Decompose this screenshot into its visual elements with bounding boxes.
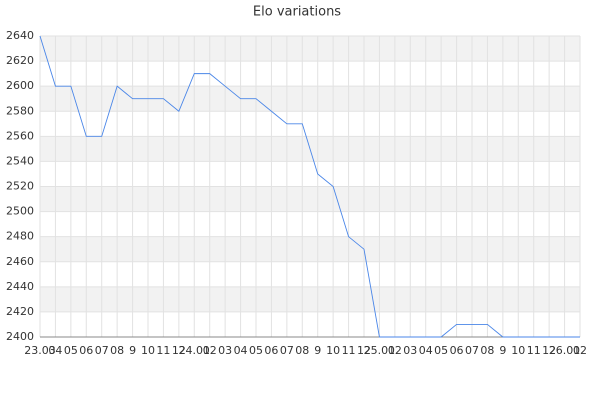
- x-tick-label: 11: [527, 344, 541, 357]
- x-tick-label: 05: [434, 344, 448, 357]
- y-tick-label: 2460: [6, 255, 34, 268]
- y-tick-label: 2580: [6, 104, 34, 117]
- x-tick-label: 9: [129, 344, 136, 357]
- band: [40, 286, 580, 312]
- x-tick-label: 07: [280, 344, 294, 357]
- x-tick-label: 12: [542, 344, 556, 357]
- y-tick-label: 2540: [6, 154, 34, 167]
- x-tick-label: 06: [264, 344, 278, 357]
- y-tick-label: 2420: [6, 305, 34, 318]
- x-tick-label: 10: [141, 344, 155, 357]
- x-tick-label: 26.01: [549, 344, 581, 357]
- x-tick-label: 05: [249, 344, 263, 357]
- x-tick-label: 9: [499, 344, 506, 357]
- x-tick-label: 10: [511, 344, 525, 357]
- x-tick-label: 02: [203, 344, 217, 357]
- x-tick-label: 10: [326, 344, 340, 357]
- x-tick-label: 11: [342, 344, 356, 357]
- x-tick-label: 06: [450, 344, 464, 357]
- y-tick-label: 2520: [6, 180, 34, 193]
- y-tick-label: 2620: [6, 54, 34, 67]
- chart-title: Elo variations: [253, 5, 341, 20]
- band: [40, 36, 580, 62]
- band: [40, 186, 580, 212]
- x-tick-label: 03: [218, 344, 232, 357]
- x-tick-label: 05: [64, 344, 78, 357]
- x-tick-label: 02: [388, 344, 402, 357]
- line-series: [39, 35, 580, 338]
- x-tick-label: 06: [79, 344, 93, 357]
- x-tick-label: 9: [314, 344, 321, 357]
- y-tick-label: 2600: [6, 79, 34, 92]
- x-tick-label: 11: [156, 344, 170, 357]
- x-tick-label: 04: [419, 344, 433, 357]
- y-tick-label: 2480: [6, 230, 34, 243]
- x-tick-label: 04: [48, 344, 62, 357]
- x-tick-label: 02: [573, 344, 587, 357]
- x-tick-label: 12: [172, 344, 186, 357]
- x-tick-label: 07: [95, 344, 109, 357]
- y-tick-label: 2500: [6, 205, 34, 218]
- x-tick-label: 07: [465, 344, 479, 357]
- x-tick-label: 08: [480, 344, 494, 357]
- y-tick-label: 2560: [6, 129, 34, 142]
- x-tick-label: 08: [110, 344, 124, 357]
- x-tick-label: 24.01: [179, 344, 211, 357]
- y-tick-label: 2440: [6, 280, 34, 293]
- x-tick-label: 12: [357, 344, 371, 357]
- x-tick-label: 23.03: [24, 344, 56, 357]
- x-tick-label: 04: [234, 344, 248, 357]
- y-tick-label: 2400: [6, 330, 34, 343]
- band: [40, 86, 580, 112]
- band: [40, 236, 580, 262]
- x-tick-label: 25.01: [364, 344, 396, 357]
- y-tick-label: 2640: [6, 29, 34, 42]
- x-tick-label: 03: [403, 344, 417, 357]
- x-tick-label: 08: [295, 344, 309, 357]
